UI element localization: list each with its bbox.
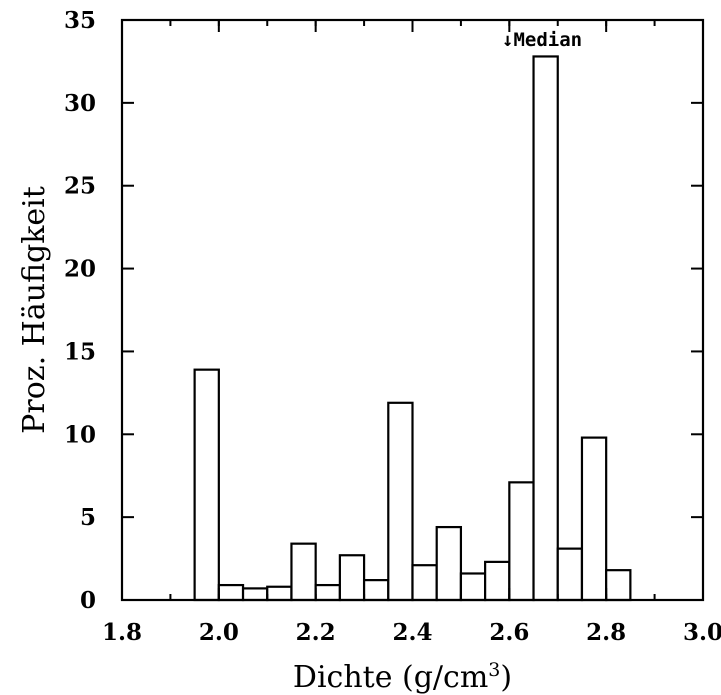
histogram-bar	[484, 560, 511, 602]
x-tick-label: 2.2	[296, 619, 336, 646]
histogram-bar	[362, 579, 390, 602]
histogram-bar	[314, 583, 341, 602]
x-ticks: 1.8 2.0 2.2 2.4 2.6 2.8 3.0	[102, 20, 721, 646]
y-ticks: 0 5 10 15 20 25 30 35	[64, 7, 703, 614]
histogram-bar	[193, 368, 220, 602]
histogram-bar	[411, 564, 438, 602]
x-tick-label: 2.4	[392, 619, 432, 646]
histogram-bar	[556, 547, 584, 602]
histogram-bar	[241, 587, 269, 602]
x-axis-title-superscript: 3	[488, 659, 500, 681]
histogram-bar	[605, 569, 632, 602]
annotations: ↓Median	[502, 29, 582, 51]
y-tick-label: 20	[64, 256, 96, 283]
x-axis-title-close: )	[500, 660, 512, 695]
histogram-bar	[580, 436, 608, 602]
x-axis-title-main: Dichte (g/cm	[293, 660, 488, 695]
y-tick-label: 0	[80, 587, 96, 614]
histogram-bar	[338, 554, 366, 602]
x-axis-title: Dichte (g/cm3)	[293, 659, 512, 695]
y-tick-label: 5	[80, 504, 96, 531]
median-annotation: ↓Median	[502, 29, 582, 51]
x-tick-label: 1.8	[102, 619, 142, 646]
histogram-bar	[435, 525, 463, 602]
y-tick-label: 30	[64, 90, 96, 117]
y-tick-label: 25	[64, 173, 96, 200]
histogram-bar	[290, 542, 317, 602]
y-tick-label: 35	[64, 7, 96, 34]
histogram-bar	[387, 401, 414, 602]
y-axis-title: Proz. Häufigkeit	[17, 186, 52, 434]
histogram-bar	[532, 55, 559, 602]
histogram-bar	[459, 572, 487, 602]
histogram-bar	[508, 481, 535, 602]
x-tick-label: 2.0	[199, 619, 239, 646]
bars-group	[193, 55, 632, 602]
histogram-bar	[266, 585, 293, 602]
x-tick-label: 3.0	[683, 619, 721, 646]
histogram-bar	[217, 583, 245, 602]
y-tick-label: 15	[64, 338, 96, 365]
x-tick-label: 2.6	[489, 619, 529, 646]
y-tick-label: 10	[64, 421, 96, 448]
x-tick-label: 2.8	[586, 619, 626, 646]
